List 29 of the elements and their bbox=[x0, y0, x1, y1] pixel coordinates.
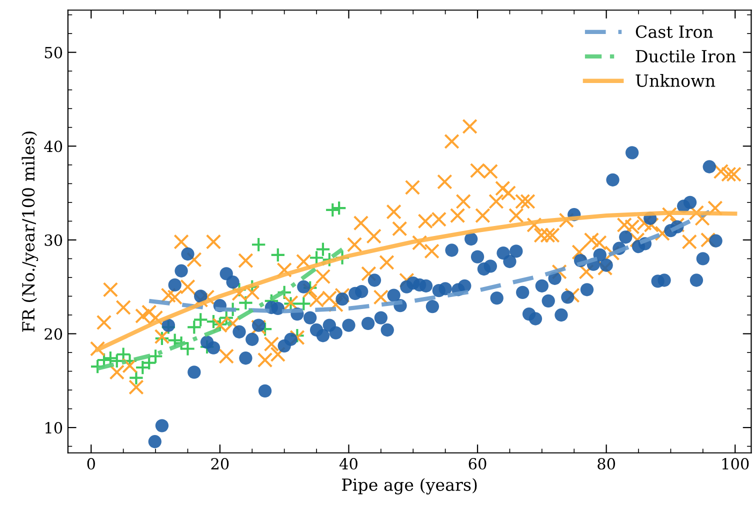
point bbox=[276, 284, 292, 300]
x-tick-label: 0 bbox=[87, 458, 95, 470]
line-series bbox=[95, 247, 344, 371]
legend-label: Ductile Iron bbox=[636, 50, 736, 62]
y-tick-label: 40 bbox=[44, 140, 62, 152]
line-series bbox=[147, 210, 712, 314]
line-series bbox=[95, 210, 738, 352]
y-tick-label: 50 bbox=[44, 46, 62, 58]
y-tick-label: 20 bbox=[44, 328, 62, 340]
x-axis-title: Pipe age (years) bbox=[342, 478, 477, 494]
x-tick-label: 80 bbox=[598, 458, 616, 470]
legend-label: Unknown bbox=[636, 74, 716, 87]
point bbox=[325, 202, 340, 218]
x-tick-label: 100 bbox=[722, 458, 749, 470]
y-tick-label: 10 bbox=[46, 422, 62, 434]
point bbox=[296, 296, 312, 312]
point bbox=[167, 332, 182, 348]
point bbox=[334, 250, 350, 266]
point bbox=[270, 247, 286, 263]
legend-label: Cast Iron bbox=[636, 25, 714, 38]
y-axis-title: FR (No./year/100 miles) bbox=[22, 132, 38, 332]
point bbox=[238, 295, 254, 310]
x-tick-label: 60 bbox=[468, 458, 486, 470]
point bbox=[250, 236, 266, 252]
x-tick-label: 40 bbox=[339, 458, 358, 470]
y-tick-label: 30 bbox=[44, 234, 62, 246]
point bbox=[174, 335, 189, 351]
point bbox=[180, 341, 196, 356]
x-tick-label: 20 bbox=[211, 458, 229, 470]
